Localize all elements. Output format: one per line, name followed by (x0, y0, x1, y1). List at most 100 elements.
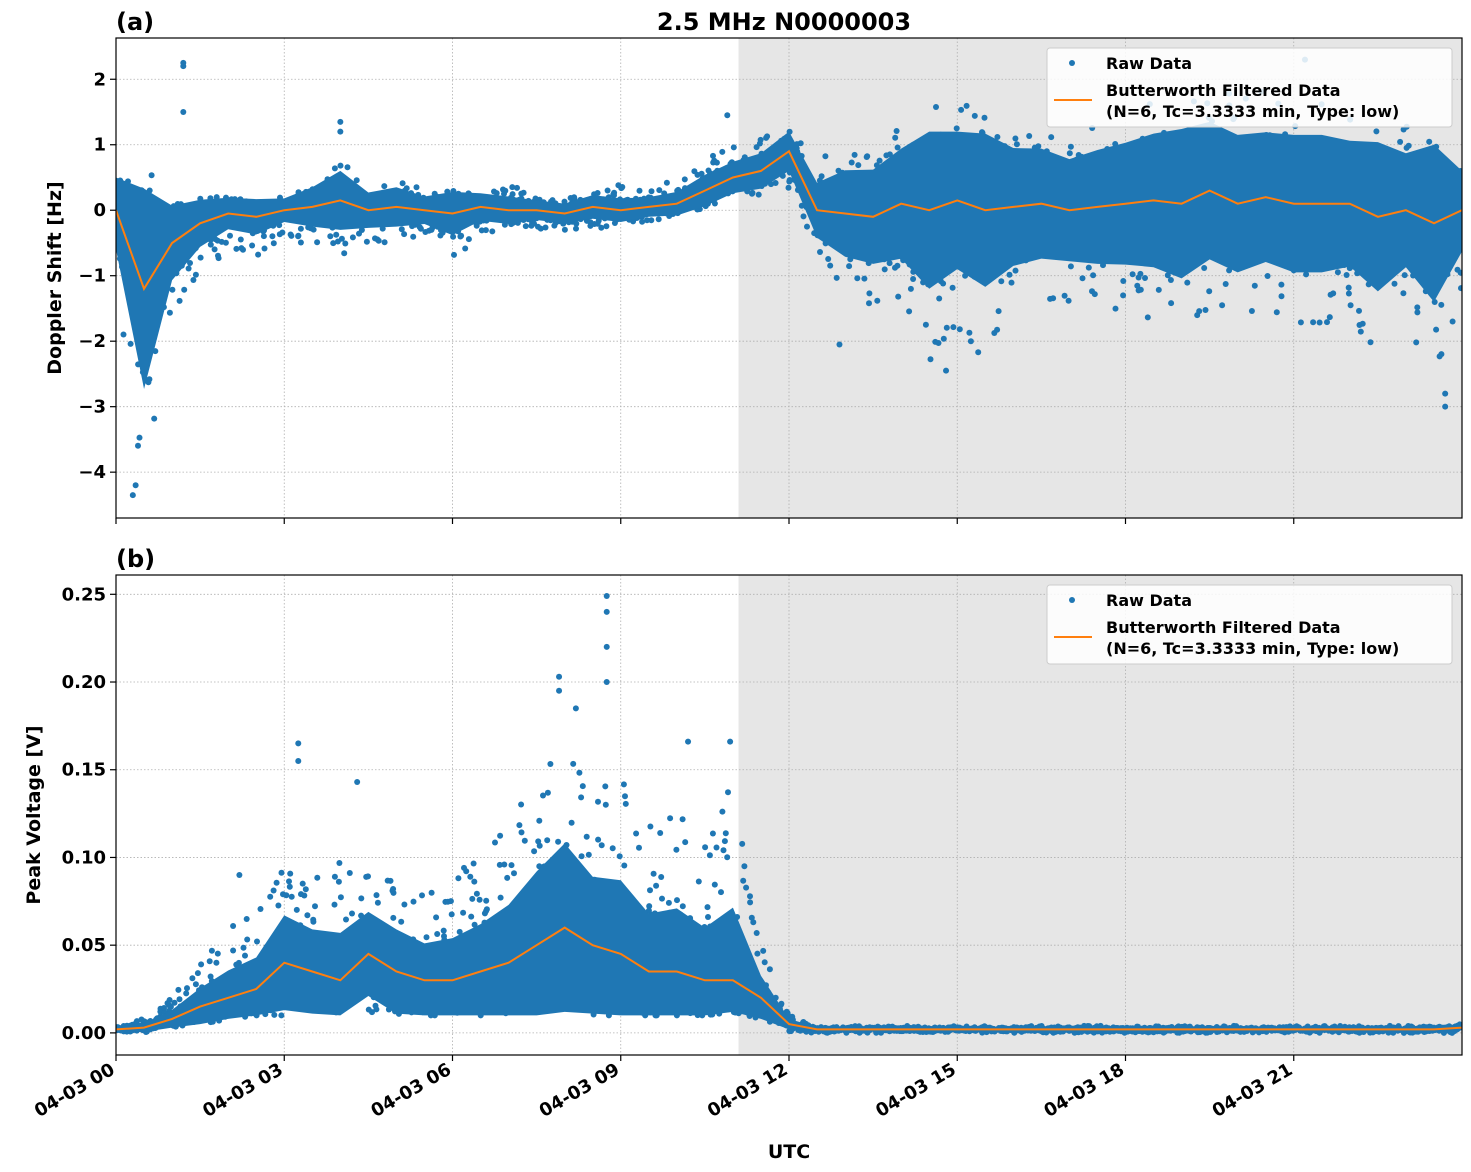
raw-data-point (1367, 339, 1374, 346)
raw-data-point (310, 226, 317, 233)
raw-data-point (390, 914, 397, 921)
raw-data-point (537, 225, 544, 232)
raw-data-point (739, 840, 746, 847)
raw-data-point (287, 870, 294, 877)
raw-data-point (1273, 309, 1280, 316)
chart-title: 2.5 MHz N0000003 (657, 8, 911, 36)
raw-data-point (1167, 277, 1174, 283)
raw-data-point (876, 157, 883, 164)
raw-data-point (299, 880, 306, 887)
raw-data-point (892, 134, 899, 141)
raw-data-point (846, 263, 853, 270)
raw-data-point (180, 108, 187, 115)
raw-data-point (344, 164, 351, 171)
raw-data-point (136, 434, 143, 441)
raw-data-point (233, 245, 240, 252)
legend-filtered-params: (N=6, Tc=3.3333 min, Type: low) (1106, 102, 1399, 121)
raw-data-point (927, 356, 934, 363)
raw-data-point (725, 789, 731, 796)
raw-data-point (1134, 282, 1141, 289)
raw-data-point (1264, 273, 1271, 279)
raw-data-point (207, 973, 214, 980)
raw-data-point (1026, 133, 1033, 139)
raw-data-point (943, 324, 950, 331)
raw-data-point (135, 442, 141, 449)
raw-data-point (349, 234, 356, 241)
raw-data-point (622, 793, 628, 800)
raw-data-point (1090, 272, 1097, 279)
panel-label-a: (a) (116, 8, 154, 36)
raw-data-point (192, 271, 199, 278)
raw-data-point (602, 801, 609, 808)
raw-data-point (573, 225, 579, 232)
raw-data-point (166, 309, 173, 316)
raw-data-point (314, 239, 321, 246)
raw-data-point (724, 854, 731, 861)
raw-data-point (1347, 302, 1354, 309)
raw-data-point (658, 874, 665, 880)
raw-data-point (639, 218, 646, 225)
raw-data-point (1085, 264, 1092, 271)
raw-data-point (1079, 275, 1086, 282)
raw-data-point (518, 190, 525, 197)
raw-data-point (940, 335, 947, 342)
raw-data-point (753, 144, 760, 151)
raw-data-point (886, 151, 893, 158)
raw-data-point (353, 177, 360, 184)
raw-data-point (187, 260, 193, 266)
raw-data-point (1442, 390, 1449, 397)
raw-data-point (578, 853, 585, 860)
raw-data-point (337, 894, 344, 901)
raw-data-point (1438, 301, 1445, 308)
raw-data-point (1345, 290, 1352, 297)
raw-data-point (994, 326, 1001, 333)
raw-data-point (698, 170, 705, 177)
raw-data-point (936, 295, 943, 302)
raw-data-point (907, 285, 914, 292)
raw-data-point (619, 184, 626, 190)
raw-data-point (1356, 307, 1362, 314)
raw-data-point (358, 895, 365, 902)
raw-data-point (1035, 143, 1042, 150)
raw-data-point (682, 839, 689, 846)
raw-data-point (181, 286, 188, 293)
raw-data-point (1008, 279, 1015, 286)
raw-data-point (950, 324, 957, 331)
raw-data-point (610, 191, 617, 198)
raw-data-point (892, 264, 898, 271)
raw-data-point (227, 232, 233, 239)
raw-data-point (1142, 275, 1148, 281)
raw-data-point (1206, 288, 1213, 295)
raw-data-point (1397, 138, 1404, 145)
x-axis-label: UTC (768, 1141, 810, 1163)
raw-data-point (895, 293, 902, 300)
raw-data-point (1184, 279, 1191, 286)
raw-data-point (1359, 320, 1366, 327)
raw-data-point (489, 228, 496, 235)
raw-data-point (504, 874, 511, 881)
raw-data-point (854, 275, 861, 282)
raw-data-point (1316, 319, 1323, 326)
raw-data-point (616, 853, 623, 860)
legend-raw-marker (1069, 60, 1075, 66)
raw-data-point (994, 134, 1001, 140)
raw-data-point (673, 846, 680, 853)
raw-data-point (269, 233, 276, 240)
raw-data-point (966, 329, 973, 336)
raw-data-point (822, 153, 829, 160)
raw-data-point (1457, 269, 1462, 276)
raw-data-point (874, 297, 881, 304)
raw-data-point (549, 197, 556, 204)
raw-data-point (1426, 138, 1433, 145)
raw-data-point (1155, 286, 1162, 293)
y-tick-label: 2 (93, 69, 106, 90)
raw-data-point (465, 236, 472, 243)
raw-data-point (532, 195, 539, 202)
raw-data-point (906, 308, 913, 315)
raw-data-point (1222, 281, 1229, 287)
raw-data-point (1400, 290, 1407, 297)
raw-data-point (785, 184, 792, 191)
y-tick-label: −4 (78, 462, 106, 483)
raw-data-point (1112, 305, 1119, 312)
raw-data-point (665, 899, 672, 906)
